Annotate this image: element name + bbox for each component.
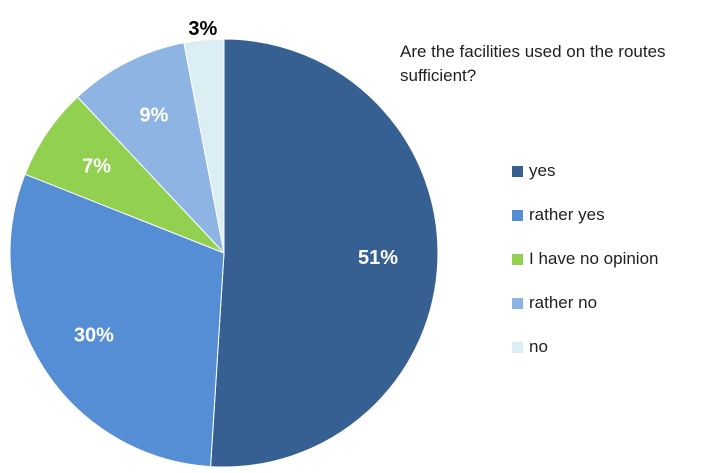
legend-swatch bbox=[512, 341, 523, 353]
legend-item-no: no bbox=[512, 332, 659, 362]
legend-label: no bbox=[529, 337, 548, 356]
data-label-yes: 51% bbox=[358, 247, 398, 269]
legend-swatch bbox=[512, 209, 523, 221]
pie-slice-no bbox=[183, 38, 225, 254]
legend-label: rather yes bbox=[529, 205, 605, 224]
legend-item-yes: yes bbox=[512, 156, 659, 186]
legend-item-rather-no: rather no bbox=[512, 288, 659, 318]
pie-slice-rather-yes bbox=[9, 173, 225, 468]
legend-label: I have no opinion bbox=[529, 249, 659, 268]
legend-item-i-have-no-opinion: I have no opinion bbox=[512, 244, 659, 274]
legend-swatch bbox=[512, 165, 523, 177]
chart-title: Are the facilities used on the routes su… bbox=[400, 42, 666, 85]
data-label-rather-no: 9% bbox=[140, 105, 169, 127]
legend-item-rather-yes: rather yes bbox=[512, 200, 659, 230]
chart-legend: yes rather yes I have no opinion rather no n… bbox=[512, 156, 659, 376]
data-label-no: 3% bbox=[188, 18, 217, 40]
legend-label: rather no bbox=[529, 293, 598, 312]
data-label-i-have-no-opinion: 7% bbox=[82, 155, 111, 177]
legend-swatch bbox=[512, 253, 523, 265]
legend-label: yes bbox=[529, 161, 556, 180]
legend-swatch bbox=[512, 297, 523, 309]
pie-slice-yes bbox=[210, 38, 439, 468]
pie-slice-rather-no bbox=[76, 42, 225, 255]
data-label-rather-yes: 30% bbox=[74, 325, 114, 347]
